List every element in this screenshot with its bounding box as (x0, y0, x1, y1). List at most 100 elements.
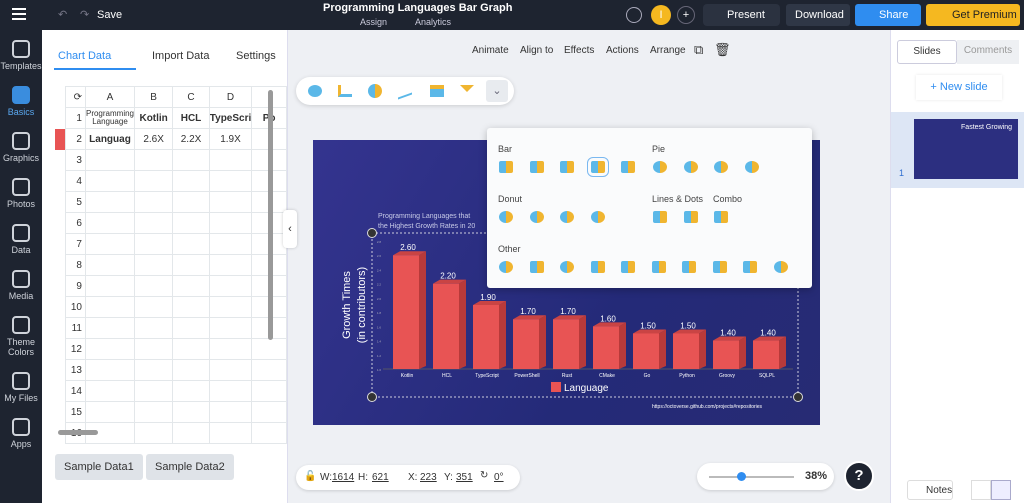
data-grid[interactable]: ⟳ A B C D 1 Programming Language Kotlin HCL TypeS… (55, 86, 287, 444)
vertical-scrollbar[interactable] (268, 90, 273, 340)
sample-data2-button[interactable]: Sample Data2 (146, 454, 234, 480)
table-cell[interactable] (133, 359, 174, 381)
bubble-cluster-chart-icon[interactable] (560, 261, 574, 273)
table-cell[interactable] (133, 149, 174, 171)
table-cell[interactable] (84, 233, 136, 255)
bubble-chart-icon[interactable] (773, 261, 788, 273)
line-chart-icon[interactable] (653, 211, 667, 223)
x-input[interactable]: 223 (420, 472, 437, 483)
redo-icon[interactable]: ↷ (80, 9, 90, 21)
table-cell[interactable] (208, 317, 253, 339)
column-header[interactable]: B (133, 86, 174, 108)
3d-half-donut-chart-icon[interactable] (590, 211, 605, 223)
table-cell[interactable] (172, 380, 210, 402)
column-header[interactable]: A (84, 86, 136, 108)
funnel-chart-icon[interactable] (743, 261, 757, 273)
sidebar-item-apps[interactable]: Apps (0, 414, 42, 460)
notes-button[interactable]: Notes (907, 480, 953, 500)
effects-button[interactable]: Effects (564, 45, 595, 56)
combo-chart-icon[interactable] (714, 211, 728, 223)
table-cell[interactable] (208, 254, 253, 276)
pie-chart-icon[interactable] (368, 84, 382, 98)
zoom-slider[interactable] (709, 476, 794, 478)
bar[interactable] (513, 319, 539, 369)
get-premium-button[interactable]: Get Premium (926, 4, 1020, 26)
table-cell[interactable] (133, 401, 174, 423)
bar[interactable] (553, 319, 579, 369)
table-cell[interactable] (208, 296, 253, 318)
line-chart-icon[interactable] (398, 82, 412, 100)
3d-half-pie-chart-icon[interactable] (744, 161, 759, 173)
table-cell[interactable] (84, 191, 136, 213)
table-cell[interactable] (84, 338, 136, 360)
table-cell[interactable] (208, 380, 253, 402)
table-cell[interactable] (172, 233, 210, 255)
table-cell[interactable] (172, 359, 210, 381)
undo-icon[interactable]: ↶ (58, 9, 68, 21)
sidebar-item-media[interactable]: Media (0, 266, 42, 312)
copy-icon[interactable]: ⧉ (694, 42, 704, 57)
table-cell[interactable]: 1.9X (208, 128, 253, 150)
resize-handle[interactable] (367, 228, 377, 238)
table-cell[interactable] (133, 422, 174, 444)
3d-pie-chart-icon[interactable] (714, 161, 728, 173)
bar[interactable] (593, 326, 619, 369)
table-cell[interactable] (172, 170, 210, 192)
funnel-chart-icon[interactable] (460, 85, 474, 92)
table-cell[interactable] (133, 317, 174, 339)
lock-icon[interactable]: 🔓 (304, 471, 317, 482)
table-cell[interactable] (133, 233, 174, 255)
horizontal-scrollbar[interactable] (58, 430, 98, 435)
column-header[interactable]: C (172, 86, 210, 108)
table-cell[interactable] (133, 191, 174, 213)
slide-thumbnail[interactable]: Fastest Growing (914, 119, 1018, 179)
table-cell[interactable] (84, 254, 136, 276)
tab-slides[interactable]: Slides (897, 40, 957, 64)
avatar[interactable]: I (651, 5, 671, 25)
table-cell[interactable] (208, 191, 253, 213)
table-cell[interactable]: TypeScri (208, 107, 253, 129)
height-input[interactable]: 621 (372, 472, 389, 483)
table-cell[interactable] (172, 401, 210, 423)
sidebar-item-basics[interactable]: Basics (0, 82, 42, 128)
table-cell[interactable] (133, 212, 174, 234)
3d-donut-chart-icon[interactable] (560, 211, 574, 223)
series-color-swatch[interactable] (55, 128, 66, 150)
pie-chart-icon[interactable] (653, 161, 667, 173)
table-cell[interactable] (208, 275, 253, 297)
table-cell[interactable] (133, 380, 174, 402)
scatter-chart-icon[interactable] (308, 85, 322, 97)
bar[interactable] (753, 340, 779, 369)
sample-data1-button[interactable]: Sample Data1 (55, 454, 143, 480)
table-cell[interactable] (208, 233, 253, 255)
table-cell[interactable]: Languag (84, 128, 136, 150)
bar[interactable] (713, 340, 739, 369)
bar[interactable] (633, 333, 659, 369)
sidebar-item-graphics[interactable]: Graphics (0, 128, 42, 174)
3d-bar-chart-icon[interactable] (586, 157, 609, 177)
sidebar-item-photos[interactable]: Photos (0, 174, 42, 220)
help-button[interactable]: ? (844, 461, 874, 491)
sidebar-item-theme-colors[interactable]: Theme Colors (0, 312, 42, 368)
align-to-button[interactable]: Align to (520, 45, 554, 56)
table-cell[interactable] (208, 401, 253, 423)
table-cell[interactable] (208, 212, 253, 234)
area-chart-icon[interactable] (430, 85, 444, 97)
bar-chart-icon[interactable] (338, 85, 352, 97)
table-cell[interactable] (208, 338, 253, 360)
table-cell[interactable]: 2.2X (172, 128, 210, 150)
sidebar-item-templates[interactable]: Templates (0, 36, 42, 82)
table-cell[interactable] (172, 422, 210, 444)
bar[interactable] (673, 333, 699, 369)
slide-thumbnail-row[interactable]: 1 Fastest Growing (891, 112, 1024, 188)
refresh-icon[interactable]: ⟳ (64, 86, 86, 108)
chevron-down-icon[interactable]: ⌄ (486, 80, 508, 102)
half-donut-chart-icon[interactable] (529, 211, 544, 223)
table-cell[interactable] (172, 191, 210, 213)
present-button[interactable]: Present (703, 4, 780, 26)
sidebar-item-data[interactable]: Data (0, 220, 42, 266)
bar-chart[interactable]: Programming Languages that the Highest G… (313, 140, 820, 425)
delete-icon[interactable]: 🗑 (714, 42, 731, 57)
add-collaborator-icon[interactable]: + (677, 6, 695, 24)
table-cell[interactable] (133, 170, 174, 192)
